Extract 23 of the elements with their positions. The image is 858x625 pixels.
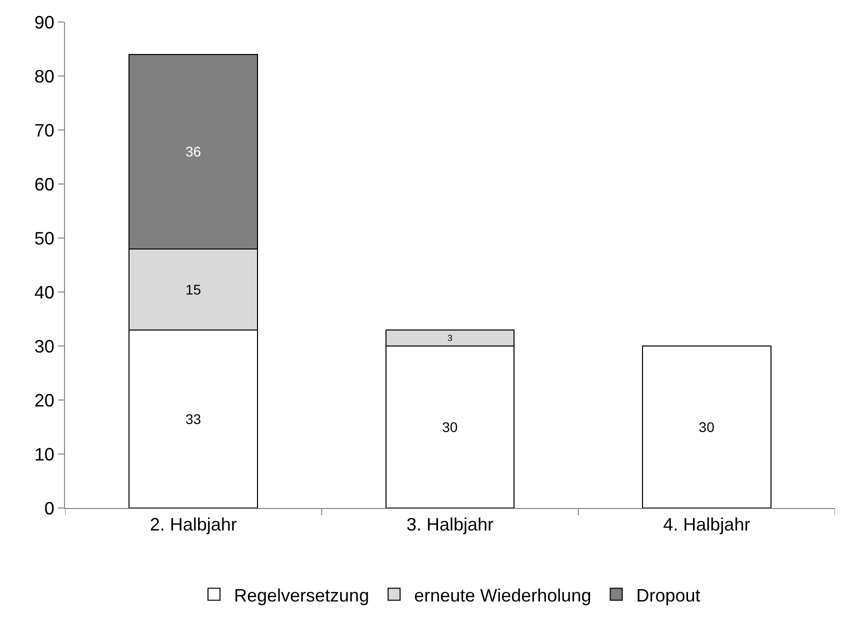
- legend-label: erneute Wiederholung: [414, 585, 592, 606]
- y-tick-label: 10: [34, 444, 54, 464]
- y-tick-label: 60: [34, 174, 54, 194]
- x-tick-label: 2. Halbjahr: [150, 514, 237, 535]
- data-label: 36: [185, 144, 202, 160]
- data-label: 30: [698, 419, 715, 435]
- data-label: 15: [185, 281, 202, 298]
- y-tick-label: 30: [34, 336, 54, 356]
- y-tick-label: 20: [34, 390, 54, 410]
- y-tick-label: 70: [34, 120, 54, 140]
- y-tick-label: 90: [34, 12, 54, 32]
- legend-label: Dropout: [636, 585, 700, 606]
- data-label: 3: [447, 333, 452, 344]
- x-tick-label: 3. Halbjahr: [406, 514, 494, 535]
- data-label: 30: [442, 419, 458, 435]
- legend-label: Regelversetzung: [234, 585, 370, 606]
- data-label: 33: [185, 410, 202, 427]
- y-tick-label: 0: [44, 498, 54, 518]
- y-tick-label: 40: [34, 282, 54, 302]
- y-tick-label: 50: [34, 228, 54, 248]
- bar: [642, 346, 772, 508]
- x-tick-label: 4. Halbjahr: [663, 514, 750, 535]
- y-tick-label: 80: [34, 66, 54, 86]
